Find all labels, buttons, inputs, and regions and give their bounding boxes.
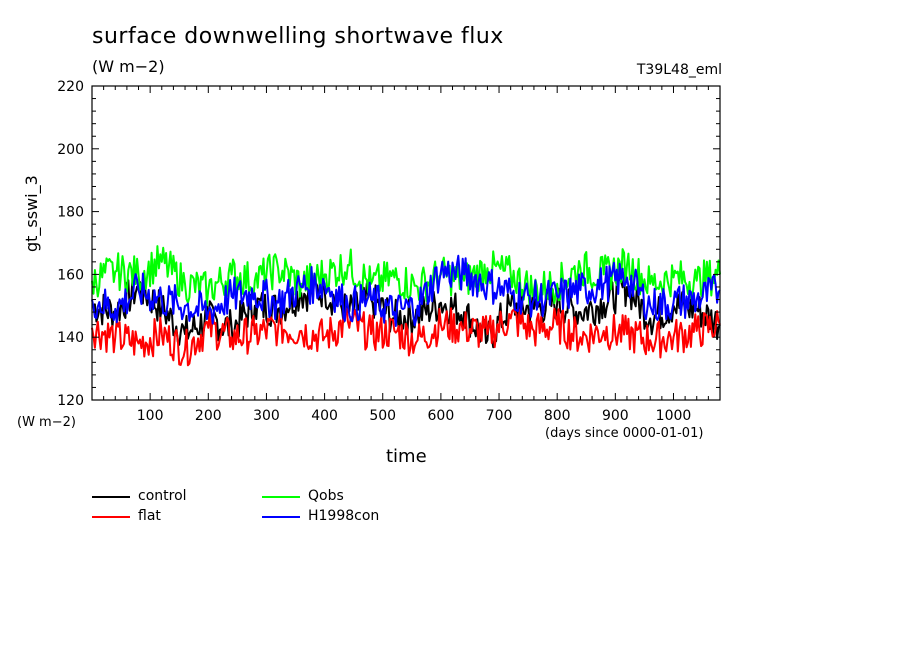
x-tick-label: 700 — [486, 408, 513, 424]
x-axis-units: (days since 0000-01-01) — [545, 426, 704, 441]
x-tick-label: 200 — [195, 408, 222, 424]
y-tick-label: 120 — [57, 393, 84, 409]
x-axis-label: time — [386, 446, 427, 467]
legend-label: control — [138, 488, 187, 504]
y-tick-label: 160 — [57, 267, 84, 283]
y-tick-label: 200 — [57, 142, 84, 158]
legend-label: H1998con — [308, 508, 380, 524]
legend-label: Qobs — [308, 488, 344, 504]
y-tick-label: 140 — [57, 330, 84, 346]
chart-units: (W m−2) — [92, 57, 165, 76]
y-tick-label: 220 — [57, 79, 84, 95]
x-tick-label: 800 — [544, 408, 571, 424]
legend-swatch — [92, 496, 130, 498]
legend-label: flat — [138, 508, 161, 524]
x-tick-label: 1000 — [656, 408, 692, 424]
plot-frame — [91, 85, 721, 401]
legend-swatch — [262, 516, 300, 518]
x-tick-label: 100 — [137, 408, 164, 424]
x-tick-label: 500 — [369, 408, 396, 424]
x-tick-label: 300 — [253, 408, 280, 424]
series-line-H1998con — [91, 254, 721, 327]
legend-swatch — [262, 496, 300, 498]
x-tick-label: 600 — [428, 408, 455, 424]
y-tick-label: 180 — [57, 205, 84, 221]
x-tick-label: 900 — [602, 408, 629, 424]
chart-title: surface downwelling shortwave flux — [92, 24, 504, 49]
series-line-flat — [91, 307, 721, 367]
run-label: T39L48_eml — [636, 62, 722, 78]
x-tick-label: 400 — [311, 408, 338, 424]
y-axis-units: (W m−2) — [17, 415, 76, 430]
legend-swatch — [92, 516, 130, 518]
